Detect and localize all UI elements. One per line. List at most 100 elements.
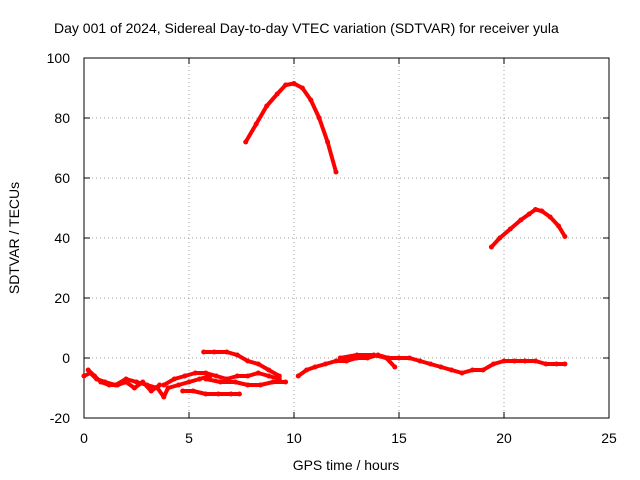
- x-tick-label: 10: [286, 430, 302, 446]
- data-point: [140, 379, 146, 385]
- data-point: [316, 115, 322, 121]
- y-tick-label: 40: [54, 230, 70, 246]
- data-point: [243, 139, 249, 145]
- data-point: [245, 373, 251, 379]
- data-point: [308, 97, 314, 103]
- y-tick-label: 80: [54, 110, 70, 126]
- data-point: [197, 376, 202, 382]
- data-point: [234, 373, 240, 379]
- data-point: [344, 358, 349, 364]
- data-point: [106, 382, 112, 388]
- data-point: [562, 361, 568, 367]
- data-point: [92, 373, 97, 379]
- data-point: [131, 385, 137, 391]
- data-point: [312, 364, 318, 370]
- data-point: [123, 379, 129, 385]
- data-point: [323, 361, 328, 367]
- data-point: [253, 121, 259, 127]
- data-point: [501, 358, 507, 364]
- data-point: [270, 379, 276, 385]
- data-point: [215, 391, 221, 397]
- data-point: [203, 391, 209, 397]
- data-point: [522, 358, 528, 364]
- data-point: [428, 361, 433, 367]
- data-point: [224, 349, 230, 355]
- x-tick-label: 15: [391, 430, 407, 446]
- plot-frame: [83, 57, 610, 419]
- data-point: [245, 358, 251, 364]
- data-point: [438, 364, 444, 370]
- data-point: [176, 382, 181, 388]
- data-point: [161, 382, 167, 388]
- data-point: [257, 382, 263, 388]
- data-point: [299, 85, 305, 91]
- data-point: [157, 382, 163, 388]
- data-point: [192, 370, 198, 376]
- data-point: [539, 208, 545, 214]
- data-point: [218, 379, 223, 385]
- x-tick-label: 5: [185, 430, 193, 446]
- data-point: [488, 244, 494, 250]
- data-point: [161, 394, 167, 400]
- data-point: [533, 358, 538, 364]
- data-point: [211, 349, 217, 355]
- data-point: [274, 91, 280, 97]
- data-point: [333, 358, 339, 364]
- data-point: [213, 373, 219, 379]
- data-point: [533, 207, 538, 212]
- data-point: [295, 373, 301, 379]
- data-point: [337, 355, 343, 361]
- data-point: [182, 373, 188, 379]
- data-point: [507, 226, 513, 232]
- y-tick-label: 100: [47, 50, 71, 66]
- chart-title: Day 001 of 2024, Sidereal Day-to-day VTE…: [54, 20, 559, 36]
- data-point: [554, 361, 559, 367]
- data-point: [304, 367, 310, 373]
- y-axis-label: SDTVAR / TECUs: [6, 182, 22, 294]
- data-point: [417, 358, 423, 364]
- data-point: [228, 391, 234, 397]
- data-point: [547, 214, 553, 220]
- data-point: [396, 355, 402, 361]
- data-point: [81, 373, 87, 379]
- series-arc-7: [201, 350, 282, 378]
- data-point: [449, 367, 454, 373]
- data-point: [291, 81, 297, 86]
- data-point: [333, 169, 339, 175]
- y-tick-label: 60: [54, 170, 70, 186]
- data-point: [480, 367, 486, 373]
- data-point: [148, 388, 154, 394]
- data-point: [232, 379, 238, 385]
- data-point: [180, 388, 186, 394]
- y-tick-label: -20: [50, 410, 70, 426]
- data-point: [526, 211, 532, 217]
- data-point: [115, 382, 121, 388]
- data-point: [203, 370, 209, 376]
- data-point: [264, 103, 270, 109]
- data-point: [255, 361, 261, 367]
- data-point: [201, 349, 207, 355]
- data-point: [165, 385, 171, 391]
- y-tick-label: 0: [62, 350, 70, 366]
- data-point: [85, 367, 91, 373]
- data-point: [383, 355, 389, 361]
- data-point: [371, 352, 377, 358]
- data-point: [276, 373, 282, 379]
- data-point: [512, 358, 517, 364]
- data-point: [255, 370, 261, 376]
- data-point: [283, 379, 289, 385]
- data-point: [556, 223, 562, 229]
- series-arc-2: [489, 207, 567, 249]
- data-point: [236, 391, 242, 397]
- x-tick-label: 0: [80, 430, 88, 446]
- data-point: [459, 370, 465, 376]
- data-point: [203, 376, 209, 382]
- series-arc-4: [86, 368, 162, 393]
- data-point: [283, 82, 289, 88]
- data-point: [354, 352, 360, 358]
- data-point: [171, 376, 177, 382]
- data-point: [392, 364, 398, 370]
- data-point: [186, 379, 192, 385]
- data-point: [497, 235, 503, 241]
